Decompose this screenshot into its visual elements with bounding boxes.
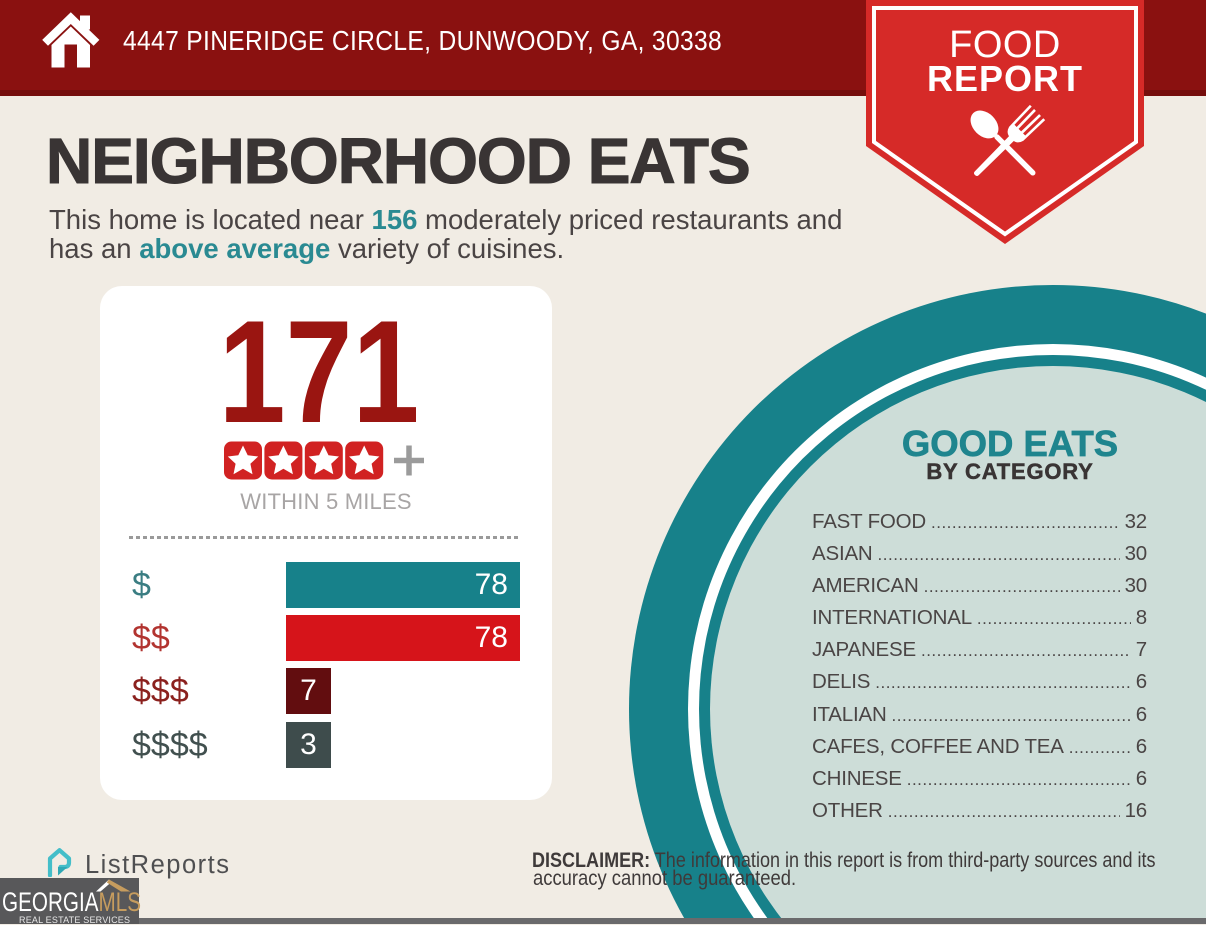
svg-text:FOOD: FOOD (949, 24, 1061, 66)
svg-text:REPORT: REPORT (927, 58, 1083, 99)
